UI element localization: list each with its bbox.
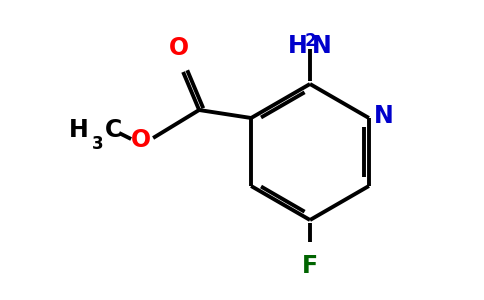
Text: F: F (302, 254, 318, 278)
Text: C: C (105, 118, 122, 142)
Text: H: H (288, 34, 308, 58)
Text: N: N (374, 104, 393, 128)
Text: N: N (312, 34, 332, 58)
Text: O: O (169, 36, 189, 60)
Text: O: O (131, 128, 151, 152)
Text: 3: 3 (92, 135, 104, 153)
Text: 2: 2 (304, 32, 316, 50)
Text: H: H (69, 118, 89, 142)
